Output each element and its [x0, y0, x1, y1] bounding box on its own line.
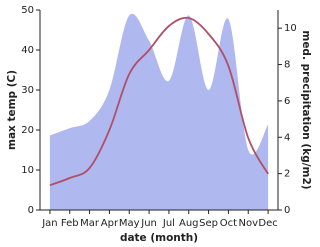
- y-tick-label: 40: [21, 45, 34, 56]
- x-tick-label: Jan: [41, 218, 57, 229]
- x-tick-label: Jul: [162, 218, 175, 229]
- y-tick-label: 10: [21, 165, 34, 176]
- x-tick-label: Mar: [80, 218, 100, 229]
- x-tick-label: Oct: [220, 218, 237, 229]
- y2-axis-title: med. precipitation (kg/m2): [300, 30, 312, 189]
- y-axis-title: max temp (C): [6, 70, 18, 150]
- y-tick-label: 30: [21, 85, 34, 96]
- x-tick-label: Apr: [101, 218, 119, 229]
- y2-tick-label: 2: [284, 169, 290, 180]
- y2-tick-label: 10: [284, 23, 297, 34]
- x-tick-label: May: [119, 218, 140, 229]
- y2-tick-label: 8: [284, 60, 290, 71]
- y2-tick-label: 4: [284, 132, 290, 143]
- y2-tick-label: 6: [284, 96, 290, 107]
- y-tick-label: 20: [21, 125, 34, 136]
- x-tick-label: Feb: [61, 218, 79, 229]
- x-tick-label: Nov: [238, 218, 258, 229]
- y-tick-label: 0: [28, 205, 34, 216]
- y2-tick-label: 0: [284, 205, 290, 216]
- precipitation-area: [49, 13, 269, 211]
- temperature-line: [49, 16, 269, 187]
- y-tick-label: 50: [21, 5, 34, 16]
- x-tick-label: Dec: [258, 218, 277, 229]
- x-tick-label: Aug: [179, 218, 199, 229]
- x-axis-title: date (month): [120, 232, 198, 244]
- x-tick-label: Sep: [199, 218, 218, 229]
- x-tick-label: Jun: [140, 218, 157, 229]
